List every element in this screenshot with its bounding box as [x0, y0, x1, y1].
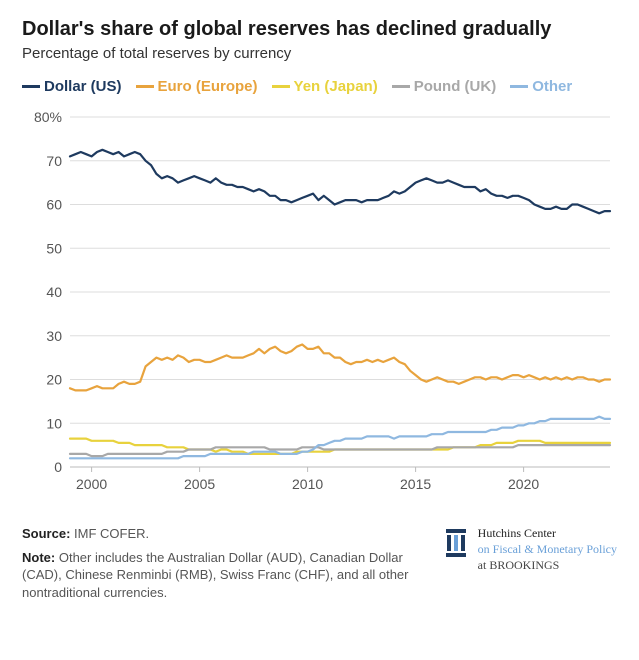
legend-label: Dollar (US) [44, 78, 122, 95]
legend-item: Euro (Europe) [136, 78, 258, 95]
svg-text:40: 40 [46, 284, 62, 300]
svg-text:0: 0 [54, 459, 62, 475]
hutchins-pillar-icon [442, 525, 470, 559]
footer: Source: IMF COFER. Note: Other includes … [22, 525, 617, 601]
note-text: Other includes the Australian Dollar (AU… [22, 550, 408, 600]
source-line: Source: IMF COFER. [22, 525, 422, 543]
logo-line2: on Fiscal & Monetary Policy [478, 541, 617, 557]
legend-swatch [392, 85, 410, 88]
legend-item: Pound (UK) [392, 78, 496, 95]
note-line: Note: Other includes the Australian Doll… [22, 549, 422, 602]
svg-text:10: 10 [46, 415, 62, 431]
note-label: Note: [22, 550, 55, 565]
legend-swatch [272, 85, 290, 88]
legend-label: Yen (Japan) [294, 78, 378, 95]
legend-label: Other [532, 78, 572, 95]
source-label: Source: [22, 526, 70, 541]
chart-svg: 0 10 20 30 40 50 60 70 80% 2000 2005 2010 2015 2020 [22, 107, 617, 507]
logo-line3: at BROOKINGS [478, 557, 617, 573]
svg-text:50: 50 [46, 240, 62, 256]
legend-swatch [22, 85, 40, 88]
legend-item: Yen (Japan) [272, 78, 378, 95]
chart-subtitle: Percentage of total reserves by currency [22, 45, 617, 62]
legend-swatch [510, 85, 528, 88]
svg-text:80%: 80% [34, 109, 62, 125]
svg-text:2020: 2020 [508, 476, 539, 492]
legend: Dollar (US) Euro (Europe) Yen (Japan) Pound… [22, 78, 617, 95]
svg-text:2015: 2015 [400, 476, 431, 492]
svg-text:30: 30 [46, 328, 62, 344]
legend-item: Other [510, 78, 572, 95]
legend-label: Euro (Europe) [158, 78, 258, 95]
line-chart: 0 10 20 30 40 50 60 70 80% 2000 2005 2010 2015 2020 [22, 107, 617, 507]
svg-text:70: 70 [46, 153, 62, 169]
legend-label: Pound (UK) [414, 78, 496, 95]
brookings-logo: Hutchins Center on Fiscal & Monetary Pol… [442, 525, 617, 574]
source-text: IMF COFER. [74, 526, 149, 541]
chart-title: Dollar's share of global reserves has de… [22, 18, 617, 41]
legend-item: Dollar (US) [22, 78, 122, 95]
svg-text:2010: 2010 [292, 476, 323, 492]
logo-line1: Hutchins Center [478, 525, 617, 541]
svg-text:2000: 2000 [76, 476, 107, 492]
svg-text:20: 20 [46, 372, 62, 388]
svg-text:60: 60 [46, 197, 62, 213]
svg-text:2005: 2005 [184, 476, 215, 492]
legend-swatch [136, 85, 154, 88]
